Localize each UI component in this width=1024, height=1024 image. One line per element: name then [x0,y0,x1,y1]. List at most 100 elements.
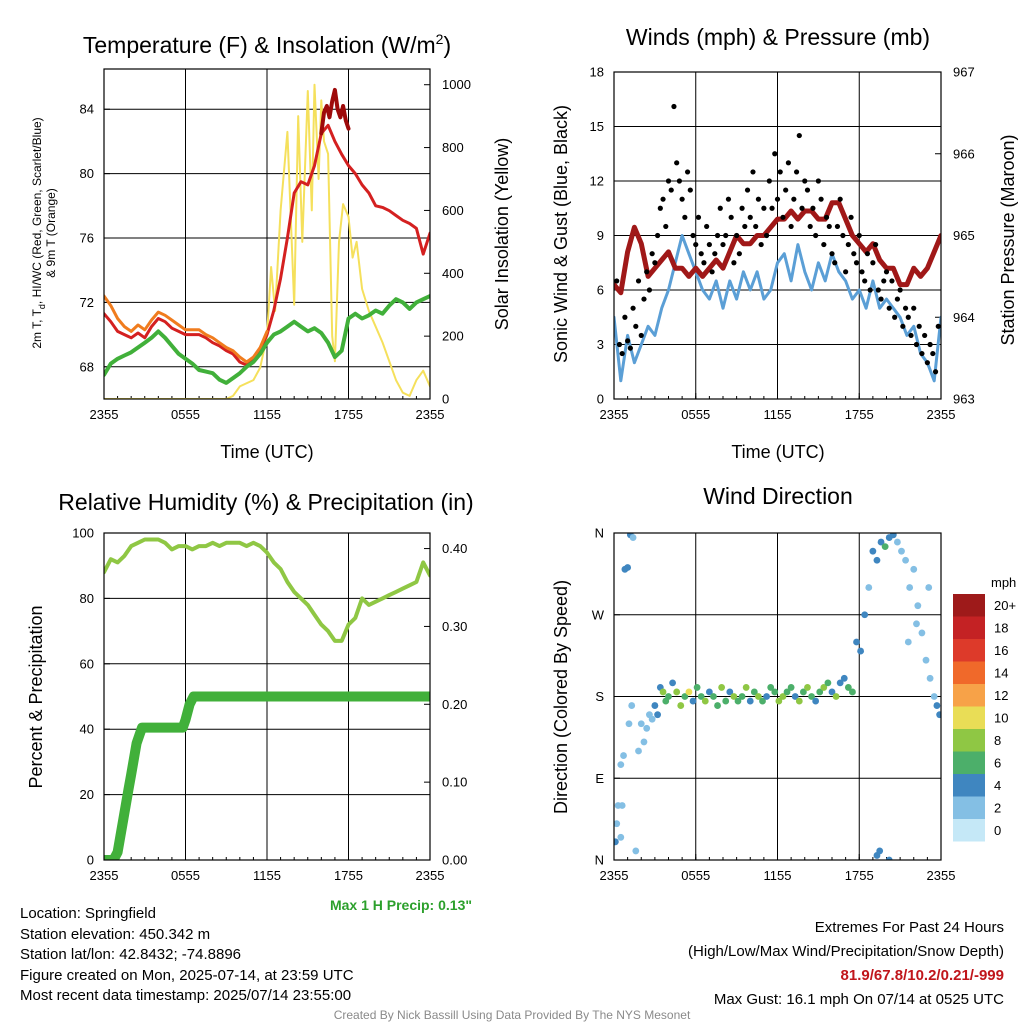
gust-point [655,232,661,239]
temperature-title: Temperature (F) & Insolation (W/m2) [83,31,451,58]
gust-point [902,305,909,311]
direction-point [705,688,713,696]
gust-point [892,314,898,320]
gust-point [663,223,669,230]
direction-point [936,711,941,719]
y-tick-label: 6 [597,283,604,298]
y2-tick-label: 0 [442,392,449,407]
gust-point [742,223,748,230]
winds-title: Winds (mph) & Pressure (mb) [626,24,930,50]
y-tick-label: 40 [80,722,94,737]
gust-point [864,251,871,257]
gust-point [731,260,737,266]
legend-swatch [953,616,985,639]
temp-series [104,83,430,399]
x-tick-label: 0555 [171,407,200,422]
direction-point [632,847,640,855]
y-tick-label: 15 [590,119,604,134]
series-line-heat-index [319,87,351,136]
x-tick-label: 2355 [90,868,119,883]
gust-point [668,187,674,193]
legend-swatch [953,594,985,617]
direction-point [693,684,701,691]
direction-point [926,674,934,682]
direction-point [779,693,787,700]
elevation-text: Station elevation: 450.342 m [20,925,211,943]
gust-point [862,278,868,284]
x-tick-label: 1155 [764,407,792,422]
y-tick-label: 20 [80,787,94,802]
gust-point [714,232,721,239]
direction-point [651,702,659,709]
gust-point [772,151,778,157]
speed-legend-title: mph [991,575,1016,590]
max-gust-text: Max Gust: 16.1 mph On 07/14 at 0525 UTC [713,991,1004,1008]
y2-tick-label: 965 [953,228,975,243]
humidity-title: Relative Humidity (%) & Precipitation (i… [58,489,473,515]
gust-point [851,251,857,257]
gust-point [739,205,745,211]
direction-point [620,752,627,759]
wind-direction-title: Wind Direction [703,483,853,509]
direction-point [614,838,619,846]
gust-point [652,260,658,266]
direction-point [836,679,844,687]
direction-point [701,697,709,705]
direction-point [697,693,705,700]
y-tick-label: 12 [590,174,604,189]
gust-point [873,241,879,248]
direction-point [643,724,651,732]
y2-tick-label: 800 [442,140,464,155]
winds-panel: Winds (mph) & Pressure (mb) Sonic Wind &… [551,24,1018,462]
legend-swatch [953,706,985,729]
direction-point [775,697,783,705]
humidity-panel: Relative Humidity (%) & Precipitation (i… [26,489,474,913]
y2-tick-label: 1000 [442,77,471,92]
temp-frame [103,68,431,400]
direction-point [767,684,775,691]
gust-point [870,260,876,266]
gust-point [791,196,797,202]
series-line-9m-t [104,294,269,364]
direction-point [763,693,770,700]
y2-tick-label: 963 [953,392,975,407]
gust-point [845,241,851,248]
direction-point [648,715,656,723]
gust-point [674,160,680,166]
extremes-title: Extremes For Past 24 Hours [814,919,1004,936]
gust-point [704,223,710,230]
x-tick-label: 1155 [764,868,792,883]
direction-point [614,820,621,828]
gust-point [712,251,718,257]
gust-point [821,241,827,248]
direction-point [673,688,681,696]
wind-direction-y-label: Direction (Colored By Speed) [551,580,571,814]
direction-point [824,679,832,687]
direction-point [889,533,897,539]
direction-point [738,693,746,700]
direction-point [726,688,734,696]
rh-plot: 2355 0555 1155 1755 23550204060801000.000.10… [72,526,467,884]
location-text: Location: Springfield [20,905,156,922]
gust-point [908,332,914,339]
x-tick-label: 2355 [416,868,445,883]
gust-point [701,260,707,266]
direction-point [637,720,645,728]
gust-point [728,214,734,220]
x-tick-label: 2355 [416,407,445,422]
y-tick-label: 100 [72,526,94,541]
gust-point [911,305,917,311]
direction-point [904,638,912,646]
y-tick-label: 3 [597,337,604,352]
gust-point [780,214,786,220]
direction-point [902,556,909,564]
x-tick-label: 0555 [171,868,200,883]
gust-point [881,278,887,284]
direction-point [718,684,726,691]
direction-point [869,547,877,555]
direction-point [742,684,750,691]
direction-point [685,688,693,696]
direction-point [750,688,758,696]
y2-tick-label: 0.00 [442,853,467,868]
gust-point [807,223,813,230]
